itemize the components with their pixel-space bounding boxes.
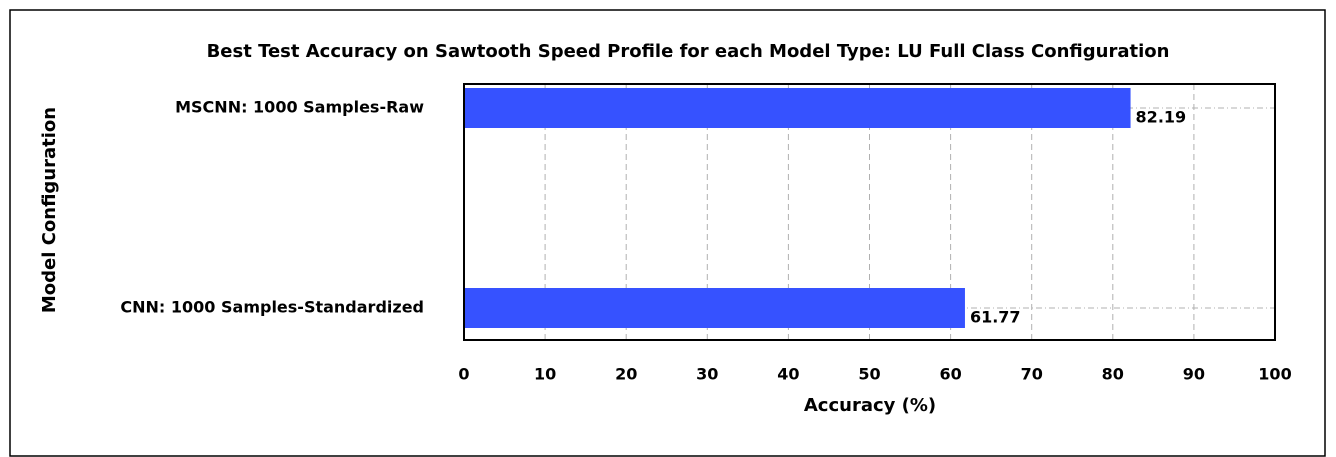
x-tick-label: 80 [1102,365,1124,384]
plot-frame [463,83,1276,341]
x-tick-label: 60 [939,365,961,384]
x-tick-label: 70 [1021,365,1043,384]
x-tick-label: 20 [615,365,637,384]
x-tick-label: 90 [1183,365,1205,384]
x-tick-label: 0 [458,365,469,384]
frame [9,9,1326,457]
x-axis-label: Accuracy (%) [804,395,936,416]
x-tick-label: 40 [777,365,799,384]
x-tick-label: 30 [696,365,718,384]
value-label: 61.77 [970,308,1021,327]
bar [464,288,965,328]
y-axis-label: Model Configuration [39,107,60,313]
x-tick-label: 100 [1258,365,1291,384]
x-tick-label: 10 [534,365,556,384]
value-label: 82.19 [1136,108,1187,127]
chart-title: Best Test Accuracy on Sawtooth Speed Pro… [207,41,1170,62]
bar [464,88,1131,128]
y-tick-label: MSCNN: 1000 Samples-Raw [175,98,424,117]
x-tick-label: 50 [858,365,880,384]
y-tick-label: CNN: 1000 Samples-Standardized [120,298,424,317]
